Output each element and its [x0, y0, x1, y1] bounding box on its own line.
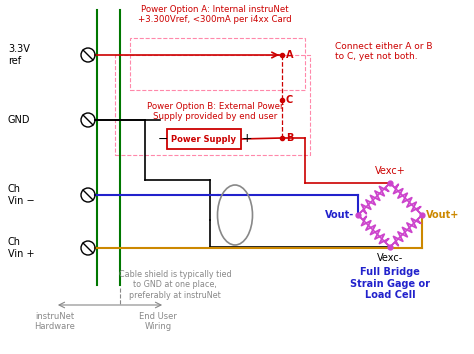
Text: C: C: [286, 95, 293, 105]
Text: Ch
Vin −: Ch Vin −: [8, 184, 35, 206]
Text: B: B: [286, 133, 293, 143]
Text: Vexc+: Vexc+: [374, 166, 405, 176]
Text: GND: GND: [8, 115, 30, 125]
Text: A: A: [286, 50, 293, 60]
Text: Vexc-: Vexc-: [377, 253, 403, 263]
Text: Power Option A: Internal instruNet
+3.300Vref, <300mA per i4xx Card: Power Option A: Internal instruNet +3.30…: [138, 5, 292, 24]
Text: Power Option B: External Power
Supply provided by end user: Power Option B: External Power Supply pr…: [147, 102, 283, 121]
FancyBboxPatch shape: [167, 129, 241, 149]
Text: Connect either A or B
to C, yet not both.: Connect either A or B to C, yet not both…: [335, 42, 432, 61]
Text: Full Bridge
Strain Gage or
Load Cell: Full Bridge Strain Gage or Load Cell: [350, 267, 430, 300]
Text: Vout-: Vout-: [325, 210, 354, 220]
Text: Cable shield is typically tied
to GND at one place,
preferably at instruNet: Cable shield is typically tied to GND at…: [118, 270, 231, 300]
Text: Ch
Vin +: Ch Vin +: [8, 237, 35, 259]
Text: +: +: [242, 132, 253, 145]
Text: Power Supply: Power Supply: [172, 135, 237, 143]
Text: Vout+: Vout+: [426, 210, 459, 220]
Text: 3.3V
ref: 3.3V ref: [8, 44, 30, 66]
Text: −: −: [158, 132, 168, 145]
Text: End User
Wiring: End User Wiring: [139, 312, 177, 331]
Text: instruNet
Hardware: instruNet Hardware: [35, 312, 75, 331]
